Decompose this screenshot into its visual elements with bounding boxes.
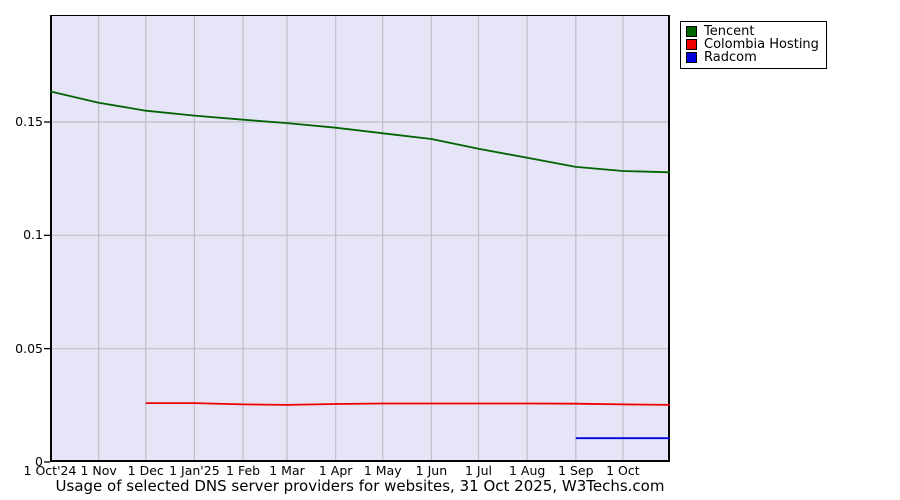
x-tick-label: 1 Nov: [80, 463, 117, 478]
x-tick-label: 1 Sep: [558, 463, 594, 478]
y-tick-label: 0.05: [15, 340, 43, 356]
chart-title: Usage of selected DNS server providers f…: [55, 477, 665, 495]
legend-item: Colombia Hosting: [686, 38, 819, 51]
plot-background: [50, 15, 670, 462]
legend-item-label: Tencent: [704, 24, 755, 39]
y-tick-label: 0: [35, 454, 43, 469]
x-tick-label: 1 Apr: [318, 463, 353, 478]
legend-item-label: Colombia Hosting: [704, 37, 819, 52]
legend-swatch-icon: [686, 39, 697, 50]
legend-swatch-icon: [686, 26, 697, 37]
x-tick-label: 1 Dec: [127, 463, 164, 478]
legend: Tencent Colombia Hosting Radcom: [680, 21, 827, 69]
x-tick-label: 1 Feb: [226, 463, 261, 478]
series-line-colombia-hosting: [145, 402, 671, 406]
x-tick-label: 1 Jul: [464, 463, 492, 478]
x-tick-label: 1 Oct'24: [23, 463, 77, 478]
x-tick-label: 1 May: [363, 463, 402, 478]
y-tick-label: 0.1: [23, 227, 43, 243]
x-tick-label: 1 Jun: [415, 463, 448, 478]
legend-item: Radcom: [686, 51, 819, 64]
x-tick-label: 1 Oct: [606, 463, 640, 478]
series-line-tencent: [49, 90, 671, 174]
legend-swatch-icon: [686, 52, 697, 63]
x-tick-label: 1 Jan'25: [169, 463, 220, 478]
legend-item: Tencent: [686, 25, 819, 38]
x-tick-label: 1 Aug: [508, 463, 546, 478]
x-tick-label: 1 Mar: [269, 463, 305, 478]
legend-item-label: Radcom: [704, 50, 757, 65]
y-tick-label: 0.15: [15, 113, 43, 129]
